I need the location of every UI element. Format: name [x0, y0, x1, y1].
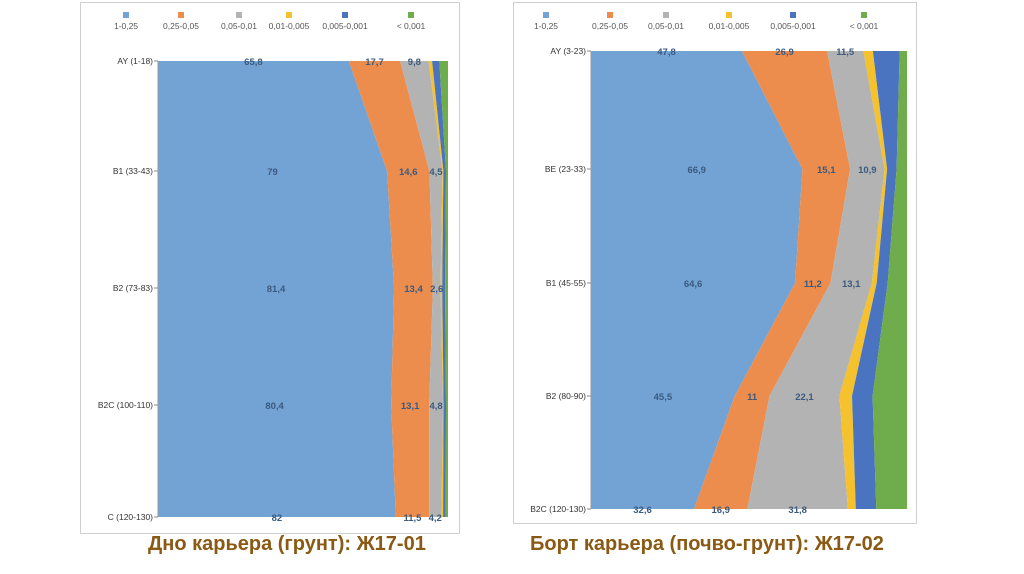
- left-area-0-005-0-001: [432, 61, 446, 517]
- right-legend-label: 1-0,25: [534, 21, 558, 31]
- right-area-1-0-25: [591, 51, 803, 509]
- left-area-0-05-0-01: [400, 61, 444, 517]
- left-data-label: 79: [267, 167, 278, 178]
- left-legend-label: < 0,001: [397, 21, 426, 31]
- right-legend-swatch: [861, 12, 867, 18]
- left-legend-label: 0,25-0,05: [163, 21, 199, 31]
- right-legend-swatch: [790, 12, 796, 18]
- left-data-label: 81,4: [267, 284, 286, 295]
- left-legend-item-lt-0-001: < 0,001: [397, 12, 426, 31]
- left-legend-swatch: [408, 12, 414, 18]
- right-legend-label: 0,25-0,05: [592, 21, 628, 31]
- left-data-label: 80,4: [265, 401, 284, 412]
- right-data-label: 11: [747, 392, 758, 403]
- right-legend-label: 0,05-0,01: [648, 21, 684, 31]
- left-category-label: C (120-130): [108, 512, 154, 522]
- left-data-label: 17,7: [365, 57, 384, 68]
- left-area-0-01-0-005: [428, 61, 444, 517]
- left-legend-item-1-0-25: 1-0,25: [114, 12, 138, 31]
- left-category-label: B2 (73-83): [113, 283, 153, 293]
- left-data-label: 13,1: [401, 401, 420, 412]
- right-area-0-005-0-001: [852, 51, 900, 509]
- left-legend-swatch: [236, 12, 242, 18]
- left-legend-swatch: [123, 12, 129, 18]
- right-data-label: 16,9: [711, 505, 730, 516]
- right-data-label: 31,8: [788, 505, 807, 516]
- right-legend-label: < 0,001: [850, 21, 879, 31]
- right-category-label: AY (3-23): [550, 46, 586, 56]
- left-legend-label: 0,01-0,005: [269, 21, 310, 31]
- left-data-label: 4,2: [429, 513, 442, 524]
- right-data-label: 11,2: [804, 279, 822, 290]
- right-legend-swatch: [663, 12, 669, 18]
- right-data-label: 26,9: [775, 47, 794, 58]
- right-legend-label: 0,005-0,001: [770, 21, 816, 31]
- right-data-label: 10,9: [858, 165, 877, 176]
- left-category-label: B2C (100-110): [98, 400, 153, 410]
- right-legend-item-lt-0-001: < 0,001: [850, 12, 879, 31]
- right-legend-swatch: [607, 12, 613, 18]
- right-legend-item-1-0-25: 1-0,25: [534, 12, 558, 31]
- right-data-label: 64,6: [684, 279, 703, 290]
- left-legend-item-0-005-0-001: 0,005-0,001: [322, 12, 368, 31]
- left-data-label: 11,5: [403, 513, 422, 524]
- left-data-label: 9,8: [408, 57, 421, 68]
- right-stacked-area-chart: 1-0,25 0,25-0,05 0,05-0,01 0,01-0,005 0,005-…: [530, 12, 907, 516]
- left-category-label: B1 (33-43): [113, 166, 153, 176]
- right-area-0-25-0-05: [694, 51, 851, 509]
- right-data-label: 47,8: [657, 47, 676, 58]
- left-legend-swatch: [178, 12, 184, 18]
- left-legend-label: 0,005-0,001: [322, 21, 368, 31]
- left-legend-item-0-01-0-005: 0,01-0,005: [269, 12, 310, 31]
- right-area-0-05-0-01: [747, 51, 885, 509]
- left-data-label: 13,4: [404, 284, 423, 295]
- right-legend-item-0-005-0-001: 0,005-0,001: [770, 12, 816, 31]
- left-area-lt-0-001: [439, 61, 448, 517]
- right-legend-label: 0,01-0,005: [709, 21, 750, 31]
- left-legend-label: 1-0,25: [114, 21, 138, 31]
- right-legend-item-0-05-0-01: 0,05-0,01: [648, 12, 684, 31]
- left-legend-item-0-25-0-05: 0,25-0,05: [163, 12, 199, 31]
- right-category-label: BE (23-33): [545, 164, 586, 174]
- left-legend-label: 0,05-0,01: [221, 21, 257, 31]
- left-legend-swatch: [286, 12, 292, 18]
- left-data-label: 4,8: [430, 401, 443, 412]
- right-data-label: 22,1: [795, 392, 814, 403]
- right-data-label: 32,6: [633, 505, 652, 516]
- left-category-label: AY (1-18): [117, 56, 153, 66]
- right-category-label: B2 (80-90): [546, 391, 586, 401]
- right-data-label: 15,1: [817, 165, 836, 176]
- right-area-lt-0-001: [872, 51, 907, 509]
- left-legend-swatch: [342, 12, 348, 18]
- right-category-label: B2C (120-130): [530, 504, 586, 514]
- left-data-label: 2,6: [430, 284, 443, 295]
- right-chart-caption: Борт карьера (почво-грунт): Ж17-02: [530, 533, 884, 555]
- left-legend-item-0-05-0-01: 0,05-0,01: [221, 12, 257, 31]
- right-legend-swatch: [726, 12, 732, 18]
- right-data-label: 66,9: [687, 165, 706, 176]
- right-data-label: 45,5: [654, 392, 673, 403]
- left-chart-panel: 1-0,25 0,25-0,05 0,05-0,01 0,01-0,005 0,005-…: [80, 2, 460, 534]
- left-stacked-area-chart: 1-0,25 0,25-0,05 0,05-0,01 0,01-0,005 0,005-…: [98, 12, 448, 524]
- right-data-label: 13,1: [842, 279, 861, 290]
- left-data-label: 82: [272, 513, 283, 524]
- right-chart-panel: 1-0,25 0,25-0,05 0,05-0,01 0,01-0,005 0,005-…: [513, 2, 917, 524]
- left-chart-caption: Дно карьера (грунт): Ж17-01: [148, 533, 426, 555]
- right-category-label: B1 (45-55): [546, 278, 586, 288]
- right-data-label: 11,5: [836, 47, 855, 58]
- left-area-1-0-25: [158, 61, 396, 517]
- left-area-0-25-0-05: [348, 61, 433, 517]
- left-data-label: 65,8: [244, 57, 263, 68]
- right-legend-item-0-25-0-05: 0,25-0,05: [592, 12, 628, 31]
- left-data-label: 14,6: [399, 167, 418, 178]
- left-data-label: 4,5: [429, 167, 443, 178]
- right-legend-swatch: [543, 12, 549, 18]
- right-legend-item-0-01-0-005: 0,01-0,005: [709, 12, 750, 31]
- right-area-0-01-0-005: [839, 51, 888, 509]
